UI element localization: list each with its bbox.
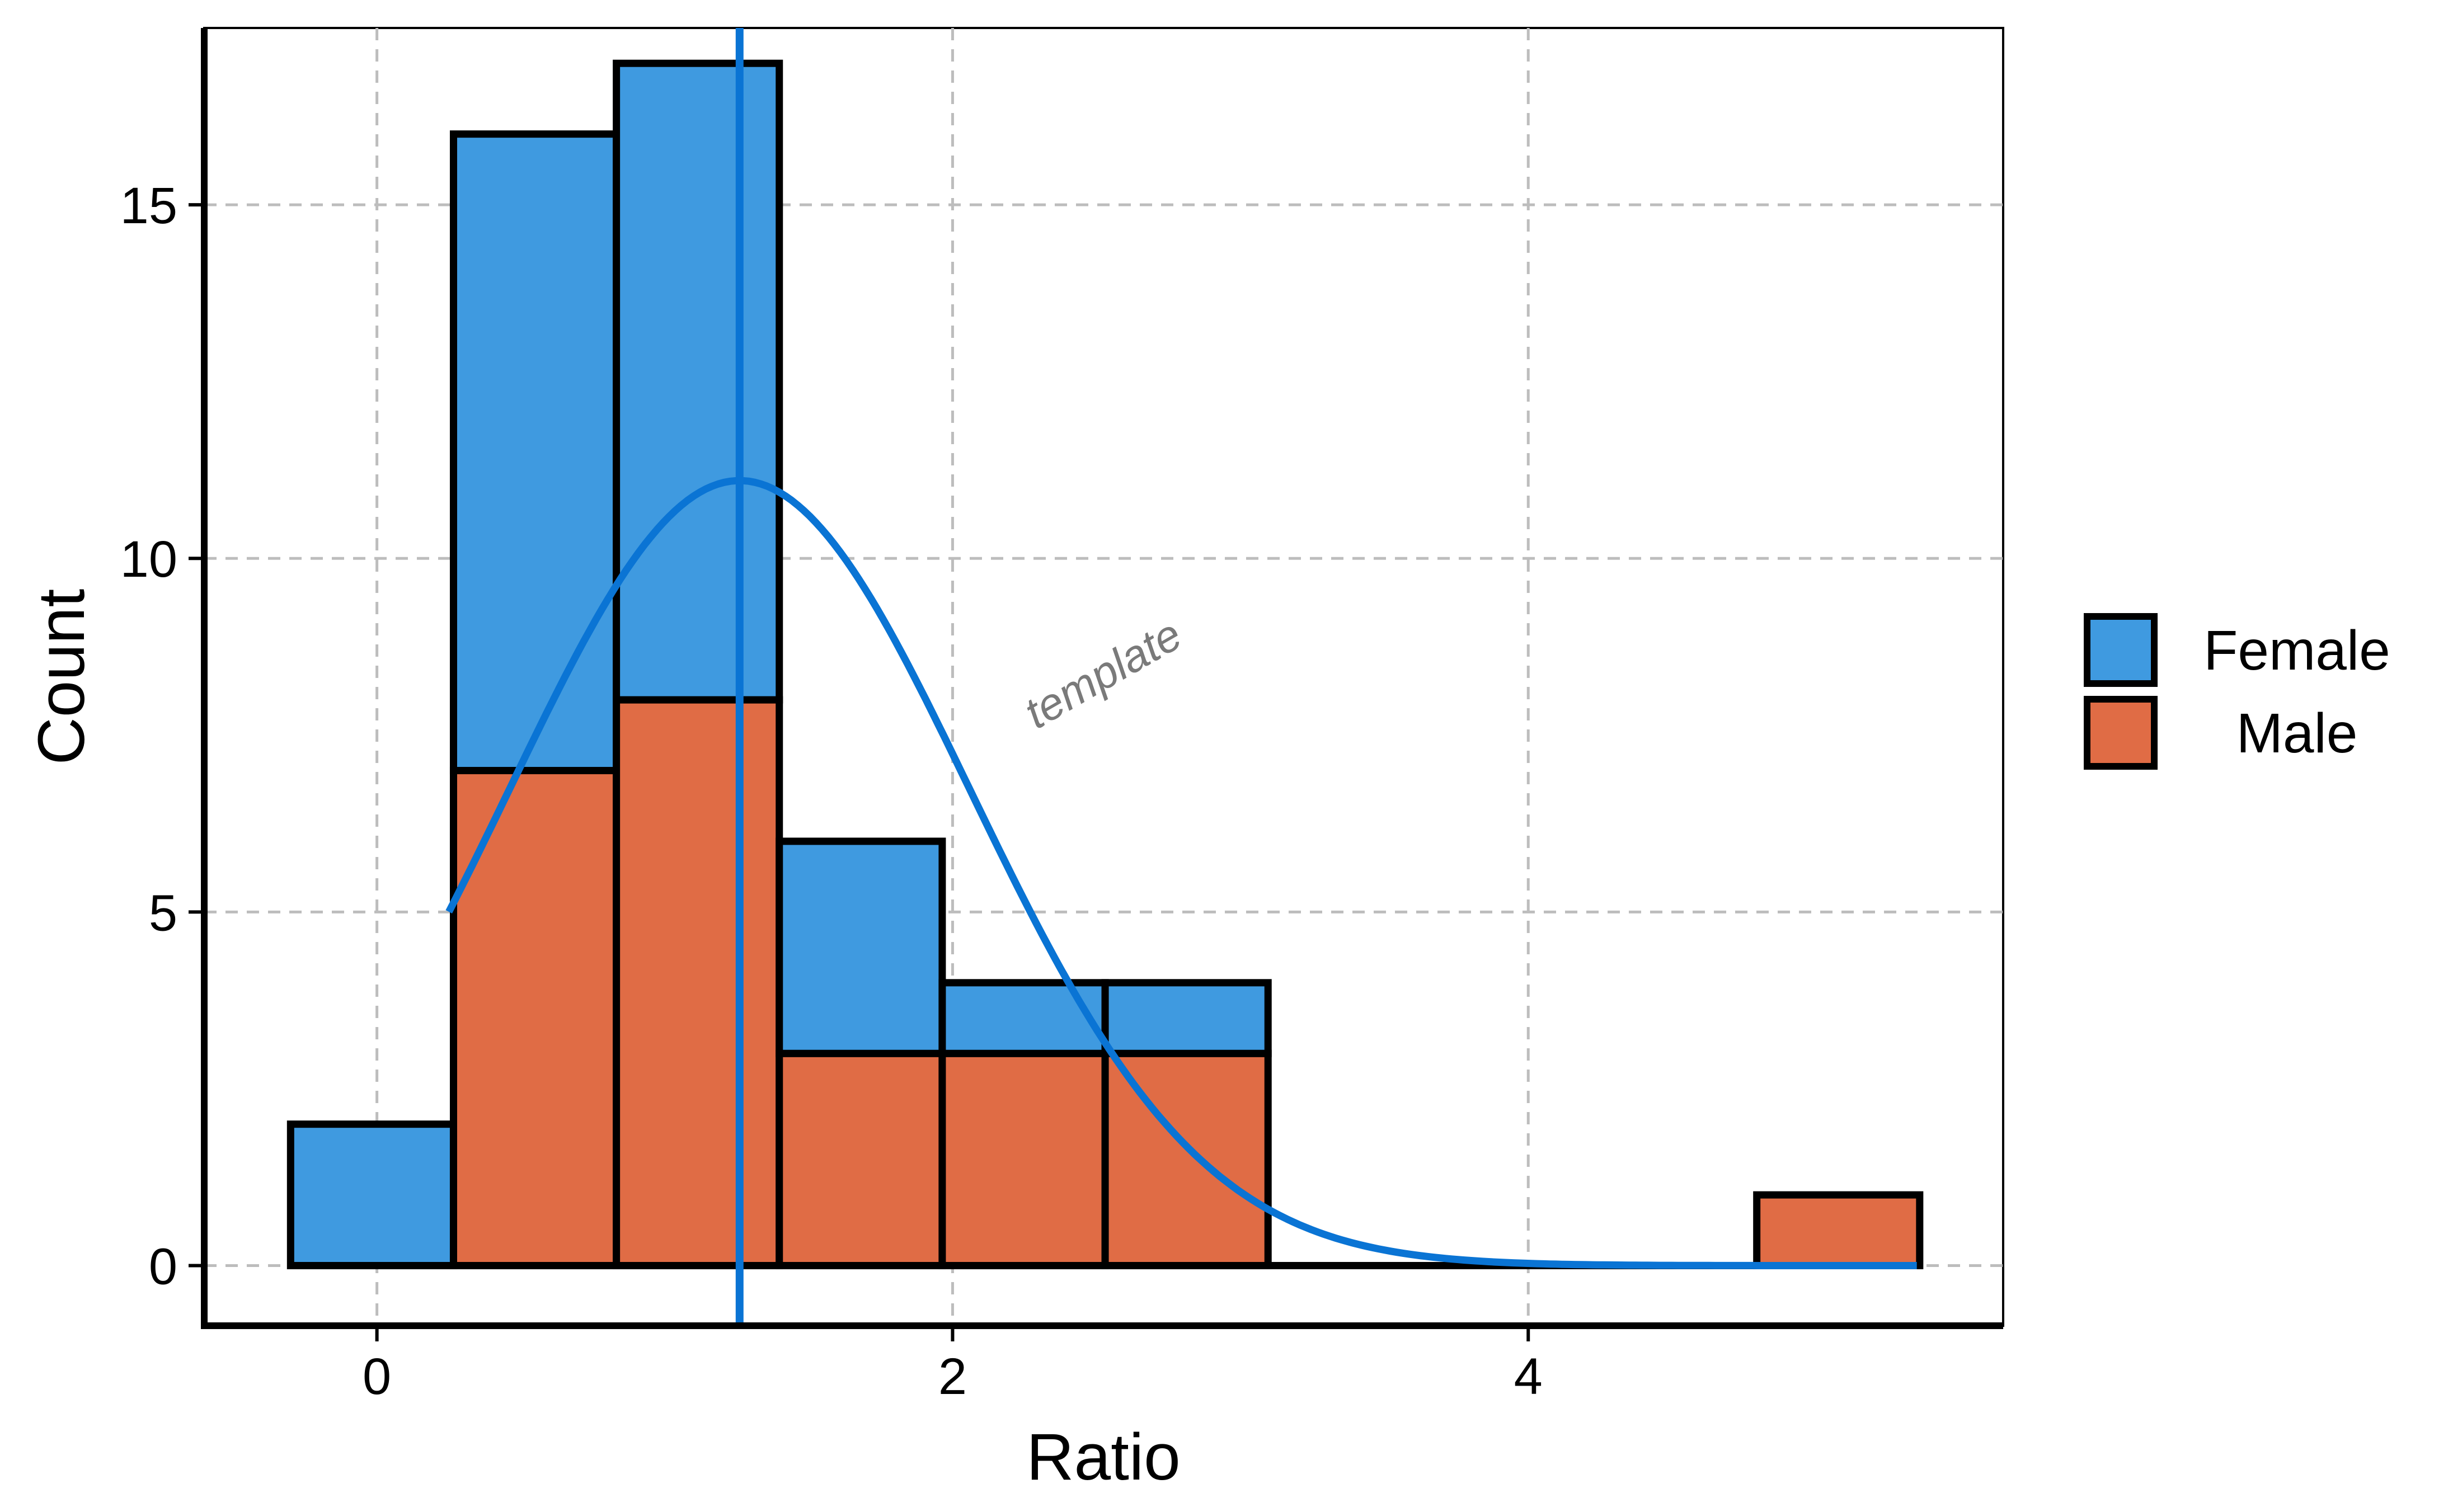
bar-male-bin-9 (1753, 1191, 1924, 1270)
legend-swatch-male (2084, 696, 2158, 770)
bar-male-bin-1 (449, 767, 621, 1270)
tick-labels: 0 2 4 0 5 10 15 (120, 177, 1543, 1405)
y-tick-label: 15 (120, 177, 177, 234)
bar-female-bin-5 (1101, 979, 1272, 1057)
legend-label-female: Female (2203, 619, 2390, 682)
x-axis-title: Ratio (1026, 1420, 1180, 1494)
y-tick-label: 0 (149, 1238, 177, 1296)
legend: Female Male (2084, 613, 2390, 770)
x-tick-label: 2 (938, 1348, 967, 1405)
bar-male-bin-4 (938, 1049, 1109, 1270)
bar-male-bin-2 (613, 696, 783, 1270)
bar-male-bin-5 (1101, 1049, 1272, 1270)
bar-female-bin-1 (449, 130, 621, 775)
bar-male-bin-3 (776, 1049, 946, 1270)
legend-swatch-female (2084, 613, 2158, 687)
density-curve (445, 477, 1917, 1269)
bar-female-bin-4 (938, 979, 1109, 1057)
overlay-lines (445, 28, 1917, 1326)
y-axis-title: Count (25, 589, 98, 765)
y-tick-label: 5 (149, 884, 177, 941)
bar-female-bin-0 (286, 1120, 457, 1270)
x-tick-label: 4 (1514, 1348, 1543, 1405)
y-tick-label: 10 (120, 531, 177, 588)
axes (201, 28, 2003, 1329)
bar-female-bin-3 (776, 837, 946, 1057)
bar-female-bin-2 (613, 59, 783, 704)
x-tick-label: 0 (363, 1348, 391, 1405)
legend-label-male: Male (2236, 702, 2358, 765)
annotation-watermark: template (1016, 609, 1190, 738)
